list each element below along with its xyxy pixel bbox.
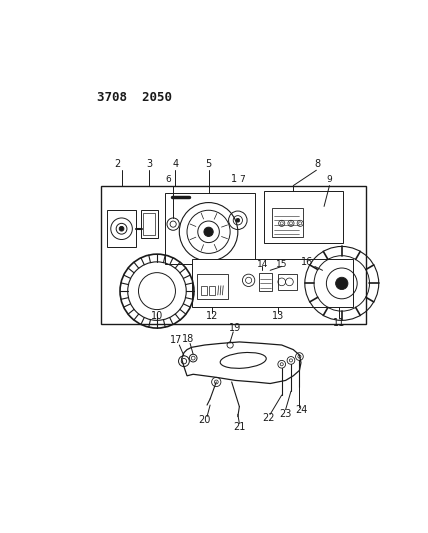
Bar (141, 210, 158, 238)
Text: 7: 7 (240, 175, 245, 184)
Text: 22: 22 (262, 413, 275, 423)
Text: 14: 14 (257, 261, 268, 269)
Bar (165, 193, 255, 264)
Polygon shape (181, 342, 301, 384)
Text: 2: 2 (115, 159, 121, 169)
Text: 19: 19 (229, 323, 242, 333)
Text: 3708  2050: 3708 2050 (97, 91, 172, 103)
Bar (143, 213, 155, 235)
Text: 13: 13 (272, 311, 284, 321)
Bar (208, 286, 215, 295)
Bar (278, 274, 297, 289)
Bar (272, 208, 303, 237)
Text: 16: 16 (301, 257, 313, 267)
Bar (101, 185, 366, 324)
Text: 20: 20 (199, 415, 211, 425)
Bar (259, 273, 273, 291)
Bar (201, 286, 207, 295)
Text: 8: 8 (315, 159, 321, 169)
Bar (197, 274, 228, 299)
Text: 18: 18 (182, 334, 195, 344)
Text: 4: 4 (172, 159, 178, 169)
Ellipse shape (220, 352, 266, 368)
Text: 1: 1 (231, 174, 237, 184)
Circle shape (236, 219, 240, 222)
Text: 6: 6 (165, 175, 171, 184)
Bar (107, 210, 136, 247)
Text: 10: 10 (151, 311, 163, 321)
Text: 11: 11 (333, 318, 345, 328)
Bar (264, 191, 343, 244)
Bar (192, 259, 354, 306)
Text: 12: 12 (206, 311, 219, 321)
Text: 15: 15 (276, 261, 288, 269)
Text: 24: 24 (295, 406, 307, 415)
Circle shape (119, 227, 124, 231)
Text: 5: 5 (205, 159, 212, 169)
Circle shape (336, 277, 348, 289)
Circle shape (204, 227, 213, 237)
Text: 17: 17 (170, 335, 182, 345)
Text: 9: 9 (327, 175, 332, 184)
Text: 23: 23 (279, 409, 292, 419)
Text: 21: 21 (233, 422, 246, 432)
Text: 3: 3 (146, 159, 152, 169)
